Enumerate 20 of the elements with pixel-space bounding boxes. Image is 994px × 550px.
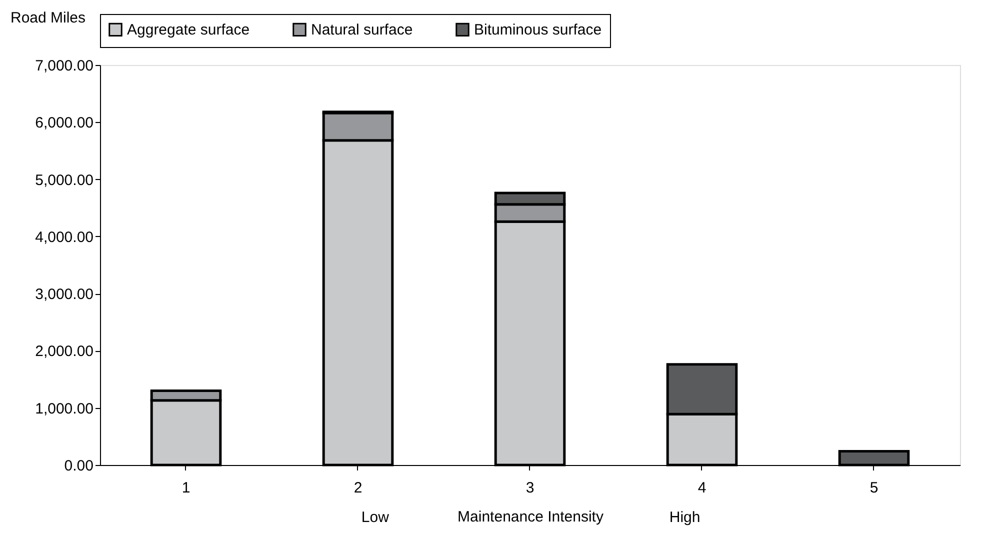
y-tick-label: 2,000.00: [35, 343, 94, 360]
y-tick-label: 4,000.00: [35, 228, 94, 246]
x-tick-label: 1: [182, 480, 190, 496]
legend-label: Natural surface: [311, 22, 413, 39]
legend-label: Bituminous surface: [474, 22, 602, 39]
x-tick-label: 5: [870, 480, 878, 496]
y-tick-label: 6,000.00: [35, 114, 94, 132]
y-tick-label: 3,000.00: [35, 286, 94, 304]
text: High: [669, 509, 700, 526]
x-axis-title: Maintenance Intensity: [458, 508, 604, 526]
y-axis-title: Road Miles: [10, 10, 86, 26]
y-tick-label: 0.00: [64, 458, 94, 474]
text: Low: [361, 509, 390, 526]
x-tick-label: 4: [698, 480, 706, 496]
legend-label: Aggregate surface: [127, 22, 250, 39]
y-tick-label: 1,000.00: [35, 400, 94, 418]
y-tick-label: 7,000.00: [35, 58, 94, 74]
x-tick-label: 3: [526, 480, 534, 496]
y-tick-label: 5,000.00: [35, 172, 94, 189]
x-tick-label: 2: [354, 480, 362, 496]
